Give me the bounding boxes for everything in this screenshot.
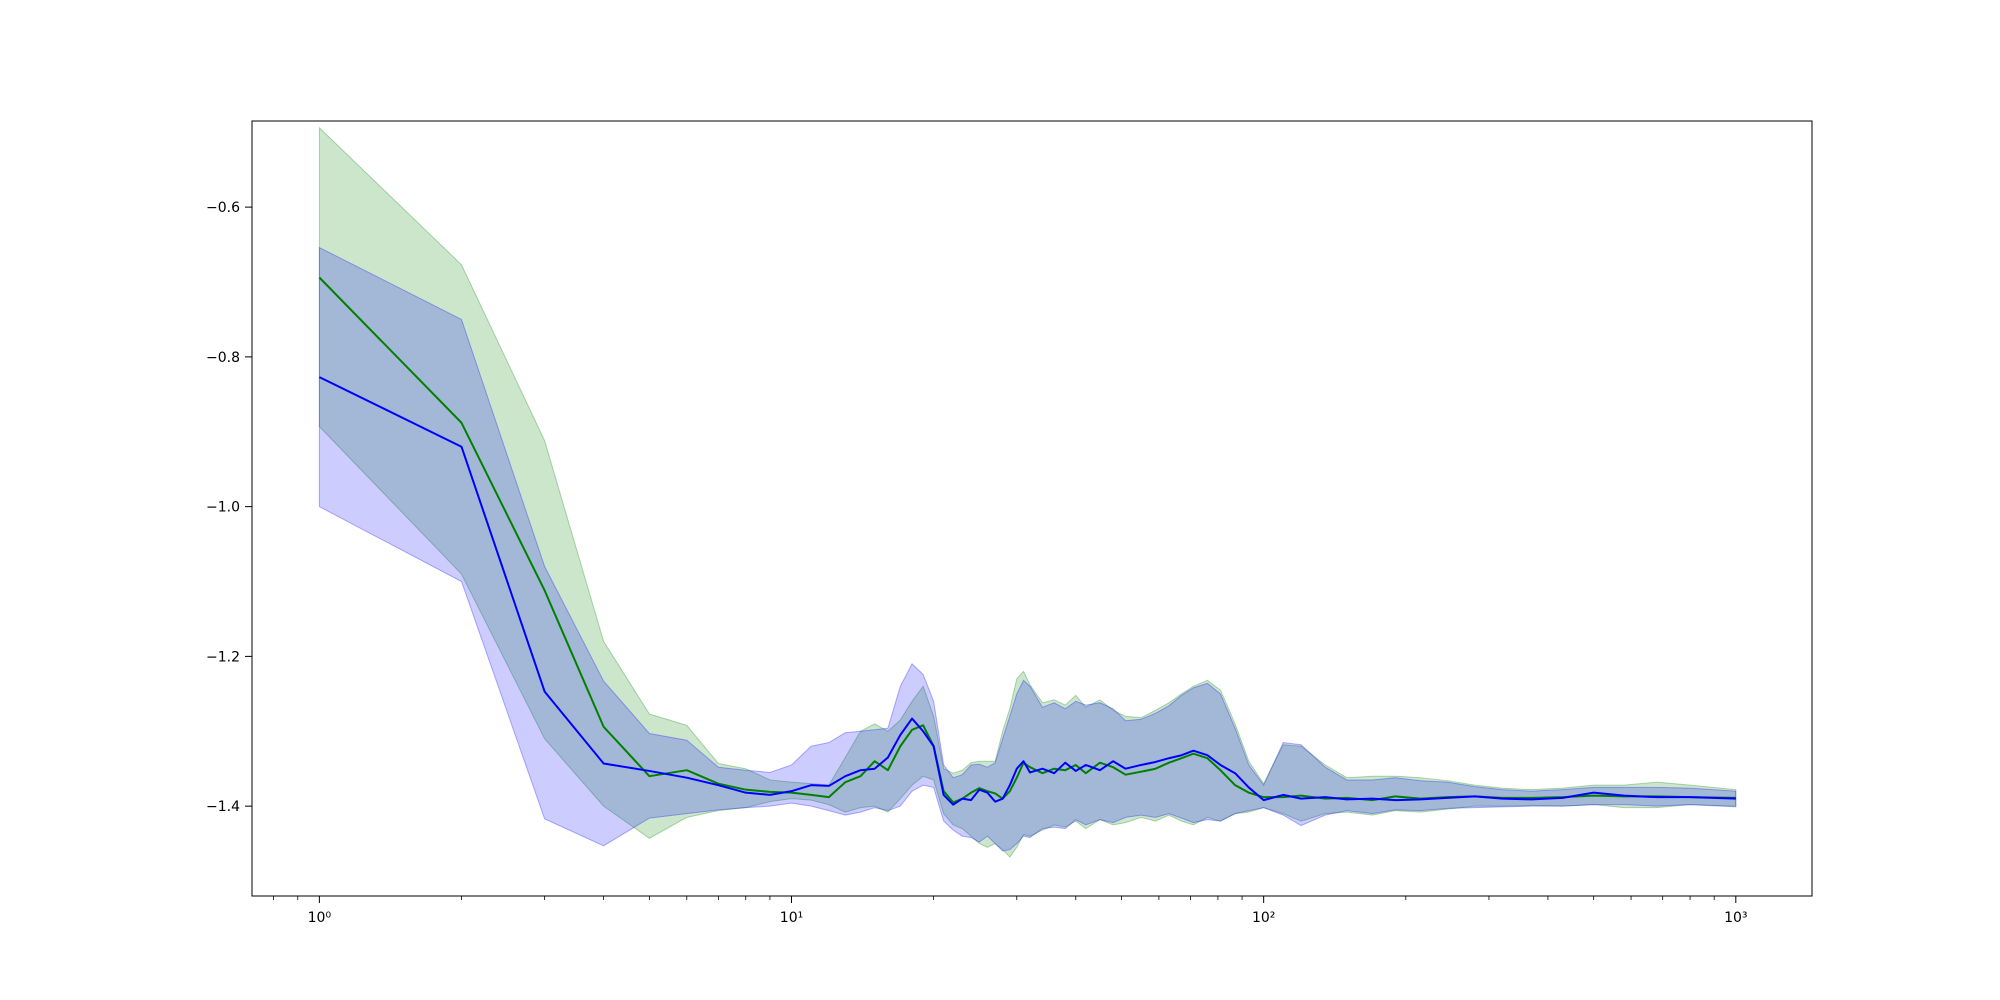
x-tick-label: 10² <box>1252 910 1275 926</box>
y-tick-label: −0.6 <box>206 200 240 216</box>
x-tick-label: 10⁰ <box>308 910 332 926</box>
series-2-band <box>318 246 1737 852</box>
plot-frame <box>251 120 1813 897</box>
series-1-line <box>318 276 1736 804</box>
series-2-line <box>318 376 1736 806</box>
axes: 10⁰ 10¹ 10² 10³ −0.6 −0.8 −1.0 −1.2 −1.4 <box>206 200 1748 926</box>
y-tick-label: −0.8 <box>206 350 240 366</box>
confidence-bands <box>318 126 1737 858</box>
y-tick-label: −1.2 <box>206 649 240 665</box>
series-lines <box>318 276 1736 806</box>
y-tick-label: −1.4 <box>206 799 240 815</box>
y-tick-label: −1.0 <box>206 500 240 516</box>
x-tick-label: 10¹ <box>780 910 803 926</box>
x-tick-label: 10³ <box>1724 910 1747 926</box>
series-1-band <box>318 126 1737 858</box>
